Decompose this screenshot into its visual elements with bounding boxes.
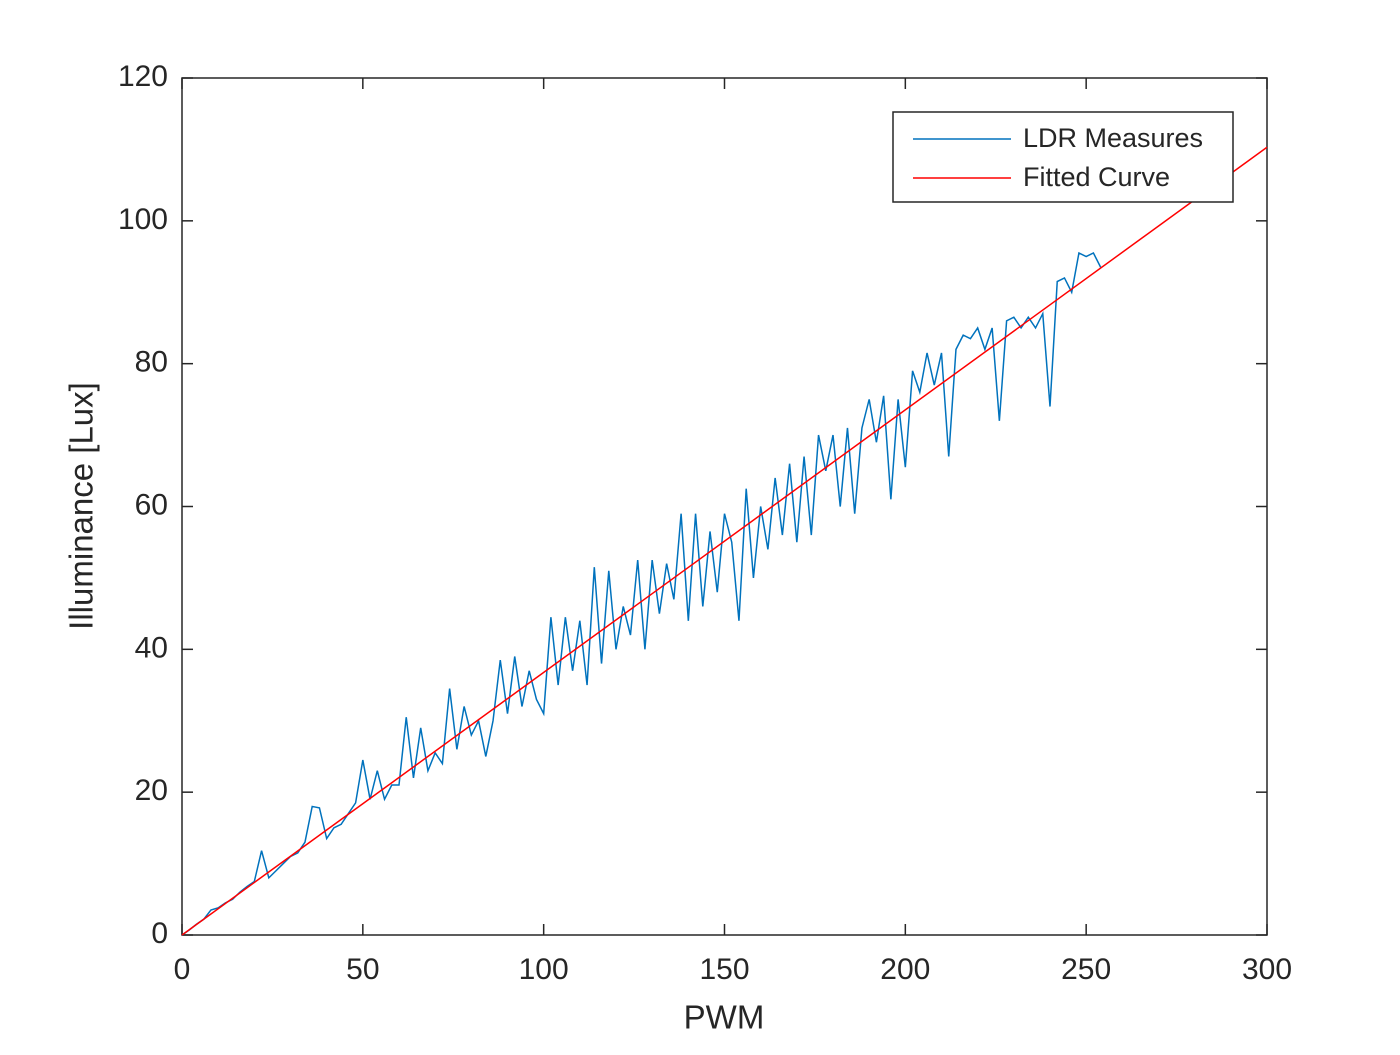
legend-label: LDR Measures xyxy=(1023,123,1203,153)
y-tick-label: 40 xyxy=(135,631,168,664)
x-tick-label: 250 xyxy=(1061,953,1111,986)
y-tick-label: 20 xyxy=(135,774,168,807)
x-tick-label: 100 xyxy=(519,953,569,986)
x-tick-label: 300 xyxy=(1242,953,1292,986)
legend-label: Fitted Curve xyxy=(1023,162,1170,192)
x-tick-label: 50 xyxy=(346,953,379,986)
x-axis-label: PWM xyxy=(684,999,765,1036)
plot-box xyxy=(181,77,1268,936)
series-line xyxy=(181,146,1268,936)
x-tick-label: 200 xyxy=(880,953,930,986)
y-axis-label: Illuminance [Lux] xyxy=(63,382,100,630)
y-tick-label: 100 xyxy=(118,203,168,236)
y-tick-label: 0 xyxy=(151,917,168,950)
y-tick-label: 80 xyxy=(135,346,168,379)
legend-box xyxy=(892,111,1234,203)
y-tick-label: 120 xyxy=(118,60,168,93)
x-tick-label: 0 xyxy=(174,953,191,986)
x-tick-label: 150 xyxy=(699,953,749,986)
series-line xyxy=(181,251,1102,936)
y-tick-label: 60 xyxy=(135,488,168,521)
